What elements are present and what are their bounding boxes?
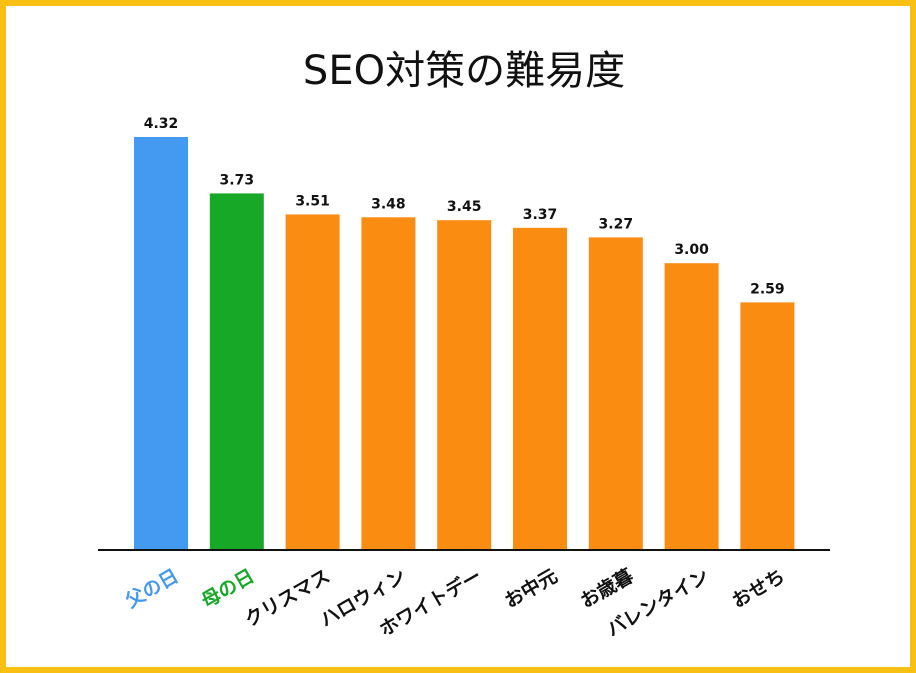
- category-label-1: 父の日: [121, 565, 182, 613]
- chart-title: SEO対策の難易度: [302, 48, 626, 94]
- bar-6: [513, 227, 567, 550]
- value-label-4: 3.48: [371, 196, 406, 212]
- bar-9: [740, 302, 795, 550]
- category-label-9: おせち: [728, 565, 788, 613]
- value-label-9: 2.59: [750, 281, 785, 297]
- category-label-3: クリスマス: [241, 565, 334, 631]
- value-label-3: 3.51: [295, 193, 330, 209]
- category-label-2: 母の日: [198, 565, 258, 613]
- bar-2: [209, 193, 264, 550]
- value-label-2: 3.73: [220, 172, 255, 188]
- value-label-1: 4.32: [144, 116, 179, 132]
- value-label-5: 3.45: [447, 199, 482, 215]
- value-label-6: 3.37: [523, 207, 558, 223]
- bar-4: [361, 217, 416, 551]
- bar-8: [664, 263, 719, 550]
- bar-1: [134, 137, 188, 550]
- value-label-7: 3.27: [599, 216, 634, 232]
- category-label-7: お歳暮: [577, 565, 638, 613]
- bar-5: [437, 220, 492, 550]
- bar-3: [285, 214, 340, 550]
- category-label-6: お中元: [500, 564, 561, 612]
- bar-7: [588, 237, 643, 550]
- value-label-8: 3.00: [674, 242, 709, 258]
